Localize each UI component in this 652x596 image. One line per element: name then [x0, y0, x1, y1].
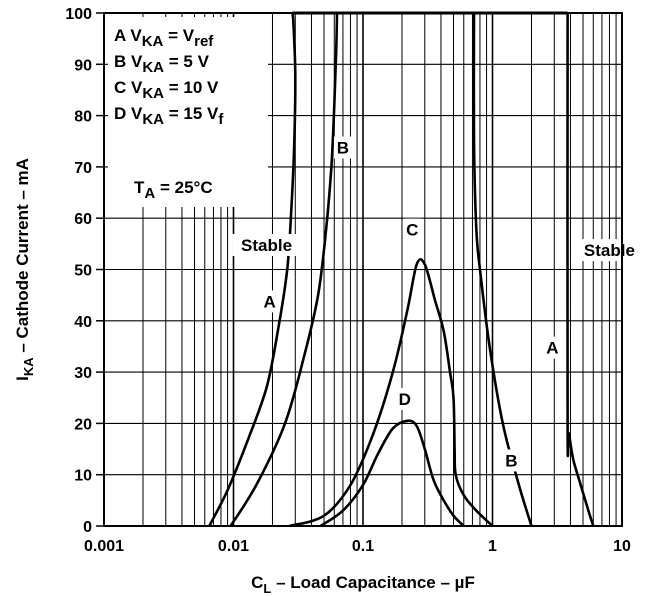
y-tick-label: 20: [74, 416, 92, 433]
annotation-label: Stable: [584, 241, 635, 260]
x-axis-label: CL – Load Capacitance – µF: [251, 573, 475, 596]
legend-entry: B VKA = 5 V: [114, 52, 210, 76]
y-tick-label: 70: [74, 160, 92, 177]
series-line-D: [319, 419, 465, 528]
series-line-A: [208, 12, 297, 527]
x-tick-label: 0.01: [218, 538, 249, 555]
x-axis-label-rest: – Load Capacitance – µF: [271, 573, 474, 592]
annotation-label: B: [505, 451, 517, 470]
y-tick-label: 60: [74, 211, 92, 228]
tick-labels: 0 10 20 30 40 50 60 70 80 90 100 0.001 0.01 0.1 1 10: [65, 6, 631, 555]
legend-background: [108, 17, 268, 207]
annotation-background: [403, 218, 422, 241]
legend-entry: C VKA = 10 V: [114, 78, 219, 102]
y-axis-label-main: I: [13, 376, 32, 381]
x-axis-label-main: C: [251, 573, 263, 592]
x-tick-label: 1: [488, 538, 497, 555]
legend-condition: TA = 25°C: [134, 178, 213, 202]
annotation-label: Stable: [241, 236, 292, 255]
y-tick-label: 90: [74, 57, 92, 74]
y-tick-label: 80: [74, 109, 92, 126]
x-axis-label-sub: L: [263, 581, 271, 596]
y-tick-label: 40: [74, 314, 92, 331]
y-tick-label: 10: [74, 468, 92, 485]
x-tick-label: 10: [613, 538, 631, 555]
y-axis-label-rest: – Cathode Current – mA: [13, 158, 32, 357]
annotation-label: C: [406, 221, 418, 240]
annotation-background: [543, 336, 562, 359]
x-tick-label: 0.001: [84, 538, 124, 555]
y-tick-label: 50: [74, 263, 92, 280]
annotation-background: [575, 239, 644, 262]
y-axis-label: IKA – Cathode Current – mA: [13, 158, 36, 381]
legend-entry: A VKA = Vref: [114, 26, 214, 50]
annotation-background: [232, 233, 301, 256]
x-tick-label: 0.1: [352, 538, 374, 555]
annotation-label: B: [337, 139, 349, 158]
annotation-background: [333, 136, 352, 159]
series-line-B: [229, 12, 339, 527]
annotation-background: [502, 449, 521, 472]
annotation-label: A: [546, 339, 558, 358]
annotation-label: D: [399, 390, 411, 409]
series-line-A: [566, 12, 595, 527]
annotation-label: A: [263, 292, 275, 311]
annotation-background: [260, 290, 279, 313]
y-tick-label: 100: [65, 6, 92, 23]
series-line-C: [289, 257, 494, 528]
legend-entry: D VKA = 15 Vf: [114, 104, 224, 128]
y-tick-label: 0: [83, 519, 92, 536]
annotation-background: [395, 387, 414, 410]
y-tick-label: 30: [74, 365, 92, 382]
y-axis-label-sub: KA: [21, 357, 36, 376]
annotation-layer: Stable Stable A A B B C D: [232, 136, 644, 472]
